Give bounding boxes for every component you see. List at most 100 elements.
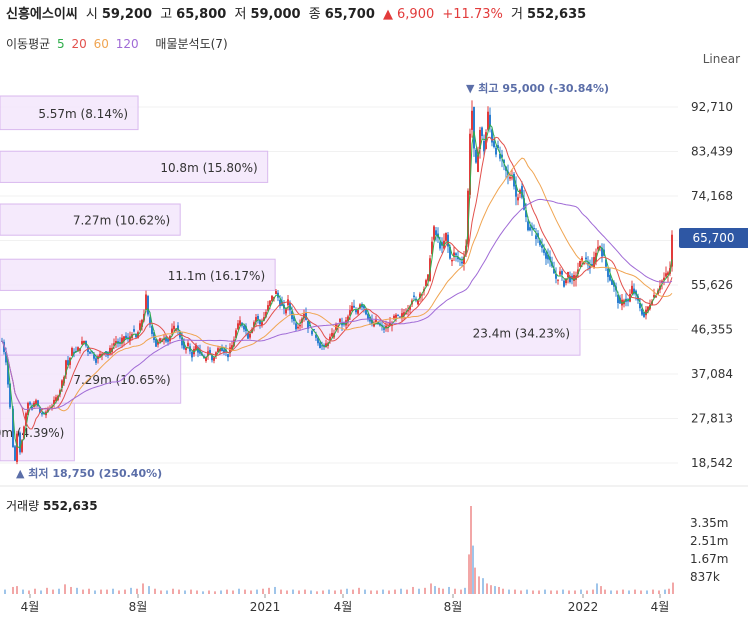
candle-body (307, 320, 309, 329)
candle-body (291, 311, 293, 320)
candle-body (375, 318, 377, 323)
candle-body (95, 358, 97, 363)
candle-body (293, 316, 295, 321)
candle-body (345, 320, 347, 326)
candle-body (643, 312, 645, 317)
scale-toggle[interactable]: Linear (702, 52, 740, 66)
volume-bar (498, 586, 500, 594)
candle-body (265, 312, 267, 317)
volume-bar (442, 588, 444, 594)
y-tick-label: 18,542 (691, 456, 733, 470)
change-value: 6,900 (397, 7, 435, 22)
volume-label: 거 (511, 7, 523, 22)
candle-body (355, 309, 357, 313)
y-tick-label: 46,355 (691, 323, 733, 337)
moving-averages (1, 123, 673, 449)
close-label: 종 (308, 7, 321, 22)
candle-body (145, 294, 147, 310)
volume-bar (298, 590, 300, 594)
volume-bar (544, 589, 546, 594)
candle-body (163, 338, 165, 341)
volume-bar (328, 589, 330, 594)
volume-bar (470, 506, 472, 594)
volume-profile-label: 7.27m (10.62%) (73, 214, 170, 228)
candle-body (267, 305, 269, 311)
volume-bar (604, 589, 606, 594)
ma-title: 이동평균 (6, 37, 51, 51)
candle-body (115, 341, 117, 344)
candle-body (67, 360, 69, 366)
high-low-annotations: ▼ 최고 95,000 (-30.84%) ▲ 최저 18,750 (250.40… (16, 81, 609, 480)
volume-profile-label: 11.1m (16.17%) (168, 269, 265, 283)
candle-body (595, 252, 597, 262)
volume-bar (196, 590, 198, 594)
candle-body (217, 348, 219, 353)
candle-body (561, 271, 563, 275)
volume-bar (382, 589, 384, 594)
candle-body (167, 339, 169, 342)
candle-body (135, 334, 137, 338)
candle-body (511, 177, 513, 179)
candle-body (237, 323, 239, 330)
price-axis: 92,710 83,439 74,168 55,626 46,355 37,084 27,8… (691, 100, 733, 470)
candle-body (541, 245, 543, 248)
candle-body (223, 349, 225, 353)
volume-bar (100, 589, 102, 594)
volume-bar (292, 589, 294, 594)
high-annotation: ▼ 최고 95,000 (-30.84%) (466, 81, 609, 95)
candle-body (35, 400, 37, 405)
candle-body (487, 111, 489, 130)
candle-body (215, 352, 217, 357)
candle-body (569, 276, 571, 283)
candle-body (29, 402, 31, 405)
candle-body (463, 256, 465, 265)
candle-body (21, 440, 23, 452)
candle-body (471, 110, 473, 130)
candle-body (457, 256, 459, 260)
volume-profile-label[interactable]: 매물분석도(7) (155, 37, 228, 51)
candle-body (133, 329, 135, 332)
stock-name: 신흥에스이씨 (6, 7, 78, 22)
candle-body (199, 349, 201, 354)
volume-bar (166, 590, 168, 594)
volume-bar (244, 589, 246, 594)
candle-body (383, 328, 385, 330)
candle-body (121, 337, 123, 344)
ma5-label: 5 (57, 37, 65, 51)
candle-body (559, 271, 561, 275)
low-label: 저 (234, 7, 247, 22)
candle-body (361, 304, 363, 308)
candle-body (12, 408, 14, 448)
x-tick-label: 4월 (334, 600, 353, 614)
candle-body (539, 240, 541, 246)
volume-bar (364, 589, 366, 594)
ma120-line (1, 198, 673, 411)
volume-value: 552,635 (526, 7, 587, 22)
open-value: 59,200 (101, 7, 153, 22)
volume-bar (106, 589, 108, 594)
candle-body (233, 339, 235, 347)
candle-body (419, 293, 421, 299)
candle-body (439, 242, 441, 249)
volume-bar (12, 586, 14, 594)
candle-body (245, 326, 247, 331)
volume-bar (214, 591, 216, 594)
ma-legend[interactable]: 이동평균 5 20 60 120 매물분석도(7) (6, 35, 231, 52)
candle-body (271, 295, 273, 302)
candle-body (297, 326, 299, 329)
candle-body (23, 426, 25, 439)
volume-profile-bar (0, 258, 276, 291)
volume-bar (486, 583, 488, 594)
volume-bar (556, 590, 558, 594)
candle-body (409, 306, 411, 310)
volume-bar (664, 589, 666, 594)
candle-body (195, 344, 197, 350)
candle-body (65, 360, 67, 375)
last-price-badge: 65,700 (679, 228, 748, 248)
volume-bar (438, 587, 440, 594)
volume-panel-title: 거래량 (6, 499, 40, 513)
candle-body (631, 285, 633, 294)
candle-body (37, 400, 39, 407)
volume-bar (22, 589, 24, 594)
